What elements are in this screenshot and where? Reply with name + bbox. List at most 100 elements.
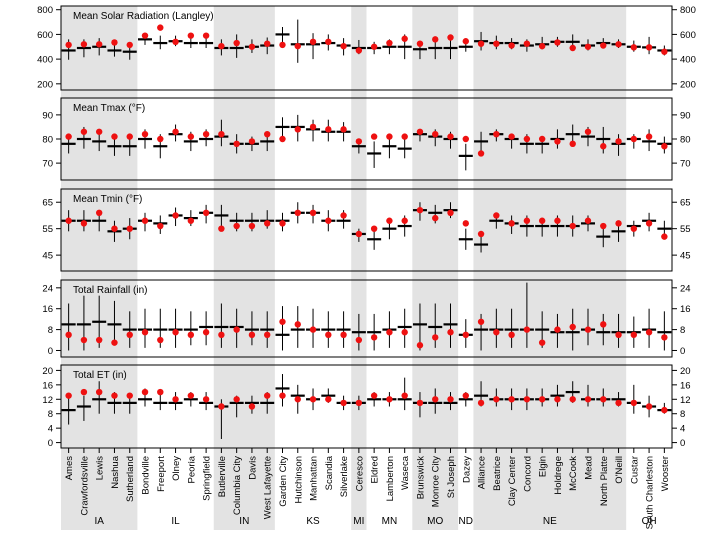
panel-3-point-32 bbox=[554, 326, 561, 333]
panel-2-frame bbox=[60, 188, 673, 272]
panel-2-right-tick-label-1: 55 bbox=[680, 224, 691, 235]
panel-4-point-1 bbox=[80, 388, 88, 396]
panel-0-right-tick-label-3: 800 bbox=[680, 5, 696, 16]
panel-4-point-6 bbox=[157, 388, 164, 396]
site-label-27: Alliance bbox=[477, 456, 488, 489]
panel-3-left-tick-label-0: 0 bbox=[48, 346, 53, 357]
state-label-mi: MI bbox=[353, 516, 364, 527]
site-label-6: Freeport bbox=[156, 456, 167, 492]
panel-2-title: Mean Tmin (°F) bbox=[73, 194, 142, 205]
panel-1-point-10 bbox=[218, 130, 225, 138]
panel-1-point-15 bbox=[294, 126, 301, 133]
panel-3-point-3 bbox=[111, 339, 118, 346]
panel-2-point-16 bbox=[309, 209, 317, 217]
panel-4-point-19 bbox=[355, 399, 363, 407]
panel-3-point-12 bbox=[248, 331, 256, 339]
panel-4-point-5 bbox=[141, 388, 149, 396]
site-label-14: Garden City bbox=[278, 456, 289, 507]
panel-0-frame bbox=[60, 5, 673, 91]
panel-0-point-32 bbox=[554, 39, 561, 46]
panel-4-point-18 bbox=[340, 399, 347, 407]
site-label-24: Monroe City bbox=[431, 456, 442, 507]
site-label-20: Eldred bbox=[370, 456, 381, 483]
panel-1-point-25 bbox=[447, 133, 454, 140]
panel-1-point-18 bbox=[340, 126, 347, 133]
panel-3-point-2 bbox=[95, 336, 103, 344]
panel-0-point-31 bbox=[538, 42, 546, 50]
panel-1-point-37 bbox=[630, 135, 638, 143]
panel-3-point-16 bbox=[309, 326, 317, 333]
panel-3-point-23 bbox=[416, 342, 424, 349]
panel-0-point-0 bbox=[65, 41, 72, 49]
panel-2-point-10 bbox=[218, 225, 225, 232]
panel-0-left-tick-label-0: 200 bbox=[37, 79, 53, 90]
panel-4-point-17 bbox=[325, 396, 332, 403]
panel-0-right-tick-label-1: 400 bbox=[680, 55, 696, 66]
panel-2-point-19 bbox=[355, 230, 363, 238]
panel-2-point-3 bbox=[111, 225, 118, 232]
panel-4-point-27 bbox=[477, 399, 485, 407]
panel-4-point-26 bbox=[462, 392, 469, 399]
panel-0-point-14 bbox=[279, 41, 286, 49]
panel-4-point-15 bbox=[294, 396, 301, 403]
panel-3-point-29 bbox=[508, 331, 515, 339]
panel-0-left-tick-label-1: 400 bbox=[37, 55, 53, 66]
panel-0-point-9 bbox=[202, 32, 210, 39]
panel-2-point-32 bbox=[554, 217, 561, 224]
panel-4-point-35 bbox=[600, 396, 607, 403]
panel-1-point-36 bbox=[615, 138, 622, 145]
panel-3-point-13 bbox=[264, 331, 271, 339]
panel-1-right-tick-label-0: 70 bbox=[680, 159, 691, 170]
panel-2-point-0 bbox=[65, 217, 72, 224]
panel-3-point-5 bbox=[141, 329, 149, 336]
site-label-21: Lamberton bbox=[385, 456, 396, 501]
panel-1-point-27 bbox=[477, 150, 485, 157]
site-label-16: Manhattan bbox=[309, 456, 320, 501]
panel-1-point-17 bbox=[325, 126, 332, 133]
panel-0-point-33 bbox=[569, 44, 576, 52]
panel-2-point-22 bbox=[401, 217, 408, 224]
panel-2-point-7 bbox=[172, 212, 179, 219]
panel-1-point-31 bbox=[538, 135, 546, 143]
panel-0-point-37 bbox=[630, 44, 638, 51]
panel-0-point-1 bbox=[80, 41, 88, 48]
panel-0-right-tick-label-0: 200 bbox=[680, 79, 696, 90]
panel-0-point-5 bbox=[141, 32, 149, 39]
panel-0-point-22 bbox=[401, 35, 408, 42]
panel-0-point-39 bbox=[661, 48, 668, 55]
panel-4-point-10 bbox=[218, 403, 225, 410]
panel-1-point-11 bbox=[233, 140, 240, 148]
panel-2-point-20 bbox=[370, 225, 378, 232]
panel-3-left-tick-label-3: 24 bbox=[42, 283, 53, 294]
panel-2-point-17 bbox=[325, 217, 332, 224]
panel-0-point-30 bbox=[523, 40, 531, 47]
panel-1-point-1 bbox=[80, 128, 88, 135]
panel-4-point-22 bbox=[401, 392, 408, 399]
panel-3-frame bbox=[60, 279, 673, 358]
panel-2-point-37 bbox=[630, 225, 638, 232]
panel-2-point-25 bbox=[447, 209, 454, 217]
panel-2-point-5 bbox=[141, 217, 149, 224]
site-label-30: Concord bbox=[522, 456, 533, 492]
panel-3-left-tick-label-2: 16 bbox=[42, 304, 53, 315]
panel-3-point-14 bbox=[279, 318, 286, 325]
panel-3-point-4 bbox=[126, 331, 133, 339]
panel-2-left-tick-label-0: 45 bbox=[42, 251, 53, 262]
panel-4-point-13 bbox=[264, 392, 271, 399]
site-label-12: Davis bbox=[247, 456, 258, 480]
panel-4-point-12 bbox=[248, 403, 256, 410]
panel-0-point-27 bbox=[477, 40, 485, 47]
site-label-15: Hutchinson bbox=[293, 456, 304, 504]
site-label-28: Beatrice bbox=[492, 456, 503, 491]
panel-2-point-26 bbox=[462, 220, 469, 227]
site-label-3: Nashua bbox=[110, 455, 121, 488]
panel-4-point-11 bbox=[233, 396, 240, 403]
panel-0-left-tick-label-3: 800 bbox=[37, 5, 53, 16]
panel-1-point-19 bbox=[355, 138, 363, 145]
panel-4-right-tick-label-2: 8 bbox=[680, 409, 685, 420]
panel-3-point-19 bbox=[355, 336, 363, 344]
panel-1-left-tick-label-0: 70 bbox=[42, 159, 53, 170]
panel-1-point-4 bbox=[126, 133, 133, 140]
panel-4-point-36 bbox=[615, 399, 622, 407]
